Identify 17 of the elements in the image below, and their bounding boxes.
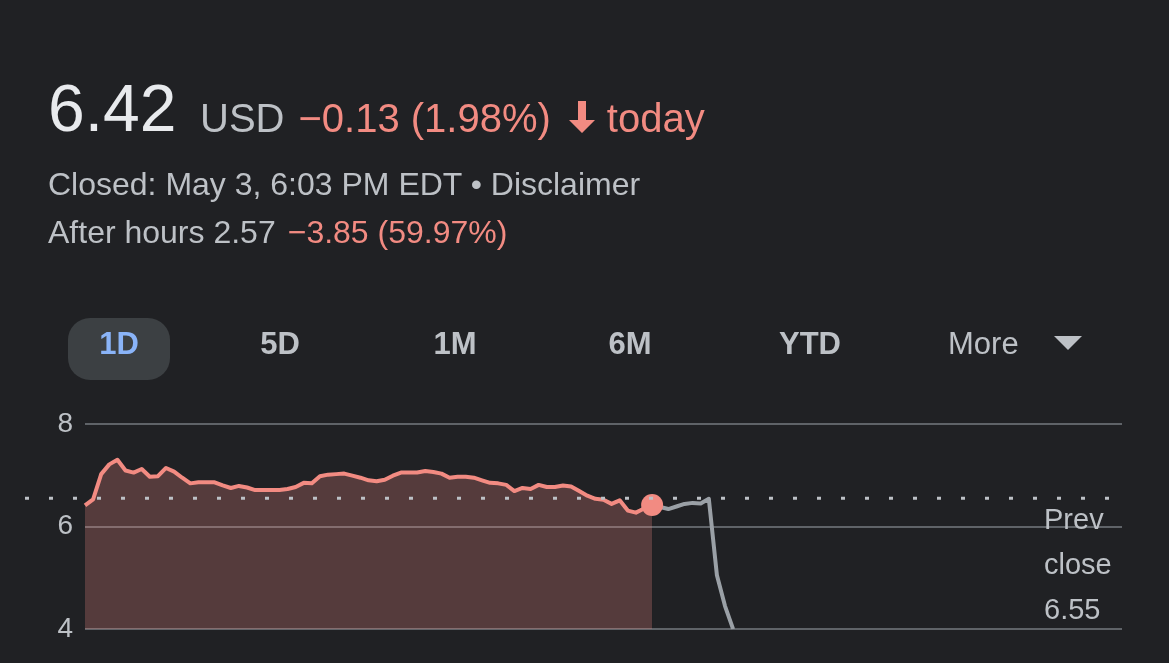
text: 6M — [607, 325, 653, 363]
text: −3.85 (59.97%) — [287, 214, 508, 250]
y-tick-label: 4 — [57, 611, 73, 643]
text: After hours 2.57 — [48, 214, 276, 250]
text: 1D — [68, 318, 170, 380]
text: 5D — [259, 325, 301, 363]
y-tick-label: 8 — [57, 406, 73, 438]
text: USD — [200, 96, 285, 140]
y-tick-label: 6 — [57, 509, 73, 541]
text: 1M — [432, 325, 478, 363]
chart-title: 6.42 — [48, 70, 177, 146]
text: today — [606, 96, 705, 140]
text: YTD — [778, 325, 842, 363]
text: Closed: May 3, 6:03 PM EDT • Disclaimer — [48, 166, 641, 202]
text: −0.13 (1.98%) — [298, 96, 551, 140]
ref-line-label: Prev close 6.55 — [1044, 502, 1112, 625]
text: More — [948, 325, 1020, 363]
